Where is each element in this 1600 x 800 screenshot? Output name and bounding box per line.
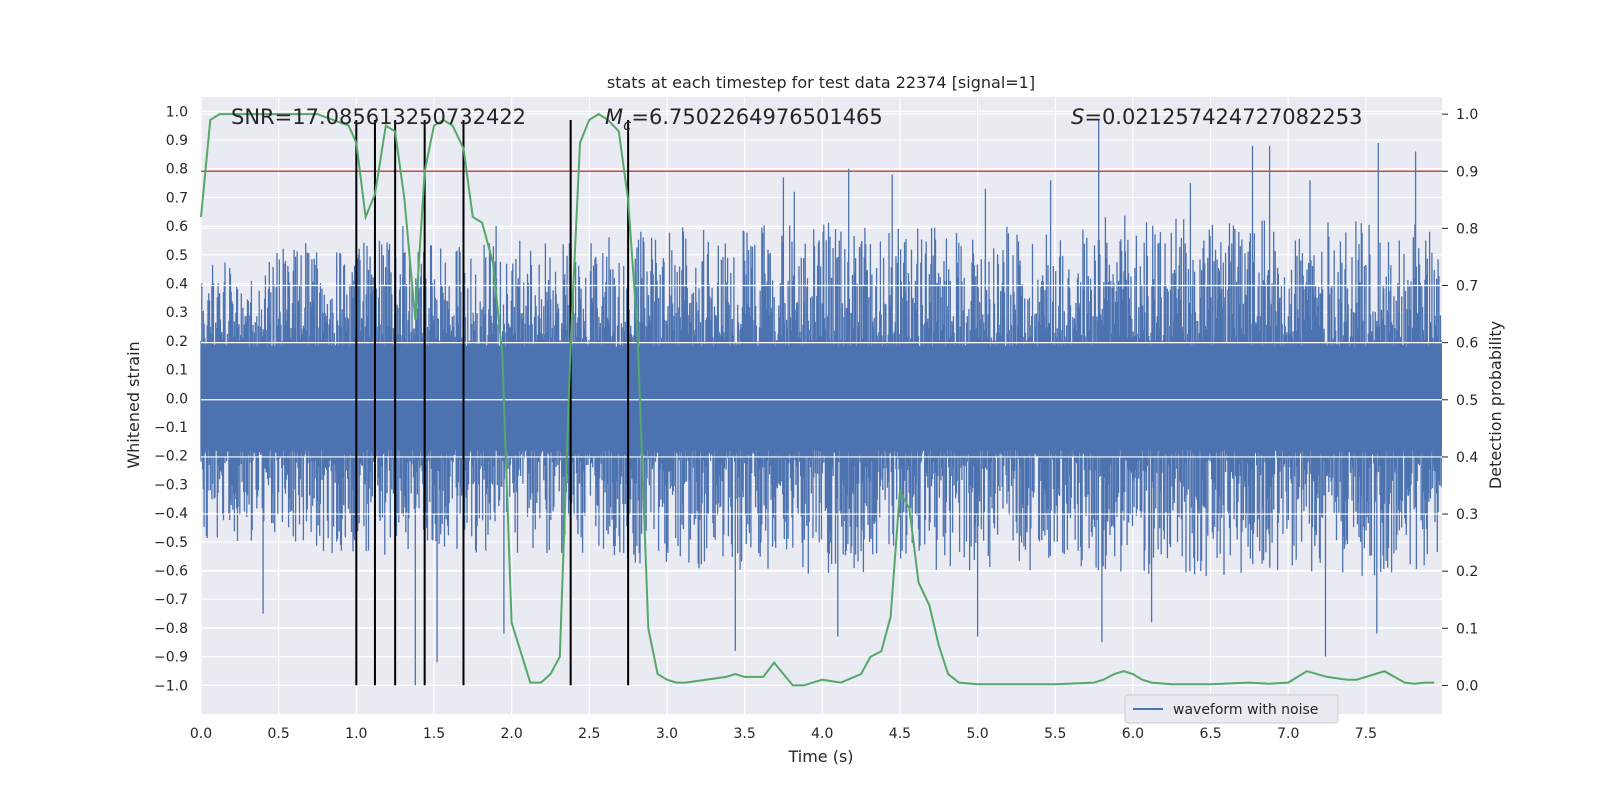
y-left-tick-label: 0.8 bbox=[166, 162, 188, 178]
y-left-tick-label: 0.3 bbox=[166, 305, 188, 321]
y-left-tick-label: −0.7 bbox=[154, 592, 188, 608]
y-right-tick-label: 0.3 bbox=[1456, 507, 1478, 523]
legend: waveform with noise bbox=[1124, 694, 1339, 724]
y-left-tick-label: 0.4 bbox=[166, 277, 188, 293]
y-left-tick-label: −0.5 bbox=[154, 535, 188, 551]
x-tick-label: 7.0 bbox=[1277, 726, 1299, 742]
x-tick-label: 5.0 bbox=[966, 726, 988, 742]
strain-series bbox=[200, 120, 1442, 686]
y-left-tick-label: 1.0 bbox=[166, 104, 188, 120]
x-tick-labels: 0.0 0.5 1.0 1.5 2.0 2.5 3.0 3.5 4.0 4.5 5.0 5.5 6.0 6… bbox=[190, 726, 1377, 742]
y-left-tick-label: −0.4 bbox=[154, 506, 188, 522]
y-left-tick-label: 0.6 bbox=[166, 219, 188, 235]
vertical-lines-layer bbox=[355, 119, 630, 686]
x-tick-label: 0.5 bbox=[268, 726, 290, 742]
x-tick-label: 7.5 bbox=[1355, 726, 1377, 742]
x-tick-label: 1.5 bbox=[423, 726, 445, 742]
y-left-tick-label: −0.2 bbox=[154, 449, 188, 465]
y-left-tick-label: 0.1 bbox=[166, 363, 188, 379]
y-right-tick-label: 1.0 bbox=[1456, 107, 1478, 123]
y-axis-label-left: Whitened strain bbox=[124, 341, 143, 468]
y-left-tick-label: −0.8 bbox=[154, 621, 188, 637]
y-right-tick-label: 0.9 bbox=[1456, 164, 1478, 180]
x-tick-label: 3.5 bbox=[733, 726, 755, 742]
chirp-mass-annotation: Mc=6.7502264976501465 bbox=[605, 105, 883, 134]
y-left-tick-label: 0.5 bbox=[166, 248, 188, 264]
y-axis-label-right: Detection probability bbox=[1486, 321, 1505, 489]
y-left-tick-label: −1.0 bbox=[154, 678, 188, 694]
x-tick-label: 3.0 bbox=[656, 726, 678, 742]
legend-label-waveform: waveform with noise bbox=[1173, 702, 1318, 718]
y-left-tick-label: −0.3 bbox=[154, 477, 188, 493]
y-right-tick-label: 0.0 bbox=[1456, 678, 1478, 694]
x-tick-label: 2.0 bbox=[501, 726, 523, 742]
y-left-tick-label: 0.7 bbox=[166, 190, 188, 206]
y-left-tick-label: 0.9 bbox=[166, 133, 188, 149]
y-right-tick-label: 0.6 bbox=[1456, 336, 1478, 352]
y-left-tick-label: 0.2 bbox=[166, 334, 188, 350]
s-annotation: S=0.021257424727082253 bbox=[1071, 105, 1362, 129]
y-right-tick-label: 0.5 bbox=[1456, 393, 1478, 409]
y-right-tick-label: 0.1 bbox=[1456, 621, 1478, 637]
snr-annotation: SNR=17.085613250732422 bbox=[231, 105, 526, 129]
x-tick-label: 6.0 bbox=[1122, 726, 1144, 742]
x-tick-label: 4.5 bbox=[889, 726, 911, 742]
x-tick-label: 5.5 bbox=[1044, 726, 1066, 742]
y-right-tick-labels: 1.0 0.9 0.8 0.7 0.6 0.5 0.4 0.3 0.2 0.1 0.0 bbox=[1442, 107, 1478, 694]
x-tick-label: 2.5 bbox=[578, 726, 600, 742]
probability-series bbox=[200, 112, 1435, 687]
x-axis-label: Time (s) bbox=[787, 747, 853, 766]
y-right-tick-label: 0.7 bbox=[1456, 279, 1478, 295]
x-tick-label: 6.5 bbox=[1199, 726, 1221, 742]
detection-probability-line bbox=[200, 112, 1435, 687]
y-right-tick-label: 0.2 bbox=[1456, 564, 1478, 580]
y-right-tick-label: 0.8 bbox=[1456, 221, 1478, 237]
x-tick-label: 1.0 bbox=[345, 726, 367, 742]
y-left-tick-label: 0.0 bbox=[166, 391, 188, 407]
y-left-tick-labels: 1.0 0.9 0.8 0.7 0.6 0.5 0.4 0.3 0.2 0.1 0.0 −0.1 −0.… bbox=[154, 104, 188, 694]
chart-title: stats at each timestep for test data 223… bbox=[607, 73, 1035, 92]
y-left-tick-label: −0.6 bbox=[154, 564, 188, 580]
y-left-tick-label: −0.1 bbox=[154, 420, 188, 436]
y-left-tick-label: −0.9 bbox=[154, 650, 188, 666]
x-tick-label: 4.0 bbox=[811, 726, 833, 742]
y-right-tick-label: 0.4 bbox=[1456, 450, 1478, 466]
x-tick-label: 0.0 bbox=[190, 726, 212, 742]
legend-box bbox=[1124, 694, 1339, 724]
